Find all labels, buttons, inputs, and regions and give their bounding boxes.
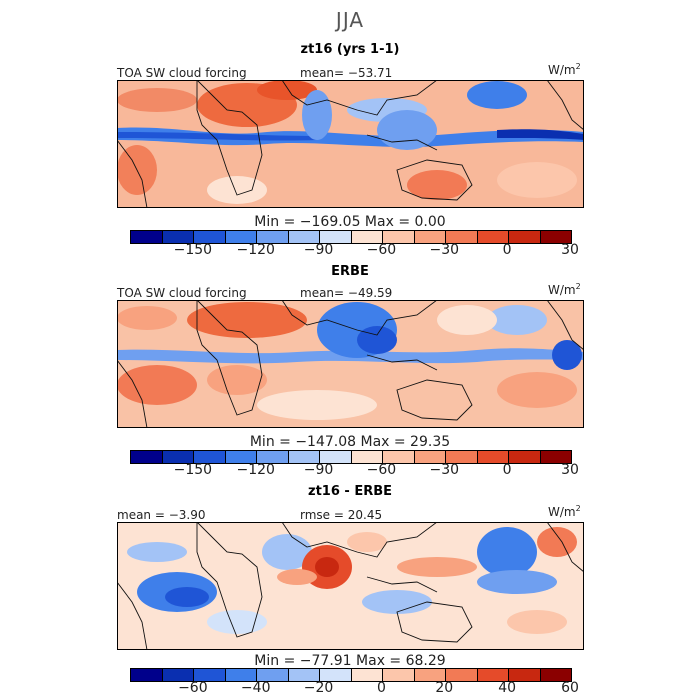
- panel-1-left-label: TOA SW cloud forcing: [117, 66, 247, 80]
- colorbar-tick-label: −150: [173, 462, 213, 478]
- colorbar-swatch: [320, 451, 352, 463]
- colorbar-swatch: [320, 669, 352, 681]
- colorbar-swatch: [540, 231, 571, 243]
- colorbar-swatch: [225, 669, 257, 681]
- colorbar-swatch: [383, 669, 415, 681]
- panel-1-colorbar: [130, 230, 572, 244]
- colorbar-tick-label: 20: [435, 680, 454, 696]
- colorbar-swatch: [288, 669, 320, 681]
- colorbar-swatch: [288, 451, 320, 463]
- colorbar-tick-label: 0: [376, 680, 386, 696]
- colorbar-tick-label: 30: [561, 242, 579, 258]
- colorbar-swatch: [257, 669, 289, 681]
- colorbar-swatch: [131, 451, 163, 463]
- colorbar-swatch: [540, 669, 571, 681]
- colorbar-tick-label: −20: [303, 680, 334, 696]
- panel-3-unit: W/m2: [548, 504, 581, 519]
- colorbar-tick-label: −30: [429, 462, 460, 478]
- colorbar-swatch: [320, 231, 352, 243]
- colorbar-swatch: [194, 669, 226, 681]
- colorbar-tick-label: 40: [498, 680, 517, 696]
- colorbar-swatch: [257, 451, 289, 463]
- colorbar-swatch: [414, 231, 446, 243]
- colorbar-tick-label: −30: [429, 242, 460, 258]
- panel-1-unit: W/m2: [548, 62, 581, 77]
- colorbar-swatch: [162, 231, 194, 243]
- panel-2-mean-label: mean= −49.59: [300, 286, 393, 300]
- colorbar-tick-label: 0: [502, 462, 512, 478]
- panel-2-colorbar: [130, 450, 572, 464]
- colorbar-tick-label: −120: [236, 462, 275, 478]
- colorbar-swatch: [162, 669, 194, 681]
- colorbar-swatch: [477, 669, 509, 681]
- colorbar-swatch: [257, 231, 289, 243]
- colorbar-swatch: [131, 669, 163, 681]
- colorbar-swatch: [446, 451, 478, 463]
- panel-3-minmax: Min = −77.91 Max = 68.29: [254, 653, 446, 669]
- colorbar-tick-label: −60: [366, 242, 397, 258]
- colorbar-swatch: [351, 231, 383, 243]
- colorbar-tick-label: −60: [366, 462, 397, 478]
- panel-1-title: zt16 (yrs 1-1): [300, 42, 400, 57]
- colorbar-swatch: [194, 451, 226, 463]
- colorbar-swatch: [414, 451, 446, 463]
- panel-1-minmax: Min = −169.05 Max = 0.00: [254, 214, 446, 230]
- colorbar-swatch: [194, 231, 226, 243]
- colorbar-swatch: [162, 451, 194, 463]
- colorbar-tick-label: −120: [236, 242, 275, 258]
- panel-3-title: zt16 - ERBE: [308, 484, 392, 499]
- colorbar-tick-label: −40: [240, 680, 271, 696]
- panel-2-left-label: TOA SW cloud forcing: [117, 286, 247, 300]
- colorbar-swatch: [383, 231, 415, 243]
- season-title: JJA: [335, 8, 365, 32]
- colorbar-swatch: [383, 451, 415, 463]
- panel-1-map: [117, 80, 584, 208]
- colorbar-tick-label: −90: [303, 462, 334, 478]
- colorbar-swatch: [446, 231, 478, 243]
- colorbar-swatch: [288, 231, 320, 243]
- colorbar-swatch: [477, 451, 509, 463]
- panel-3-colorbar: [130, 668, 572, 682]
- panel-1-mean-label: mean= −53.71: [300, 66, 393, 80]
- colorbar-tick-label: 30: [561, 462, 579, 478]
- colorbar-swatch: [131, 231, 163, 243]
- colorbar-tick-label: −60: [178, 680, 208, 696]
- colorbar-tick-label: −150: [173, 242, 213, 258]
- colorbar-swatch: [225, 231, 257, 243]
- colorbar-swatch: [414, 669, 446, 681]
- colorbar-swatch: [446, 669, 478, 681]
- colorbar-swatch: [509, 669, 541, 681]
- panel-3-map: [117, 522, 584, 650]
- colorbar-swatch: [351, 451, 383, 463]
- colorbar-swatch: [351, 669, 383, 681]
- panel-2-map: [117, 300, 584, 428]
- colorbar-swatch: [225, 451, 257, 463]
- panel-2-minmax: Min = −147.08 Max = 29.35: [249, 434, 451, 450]
- colorbar-tick-label: 0: [502, 242, 512, 258]
- colorbar-tick-label: 60: [561, 680, 579, 696]
- colorbar-swatch: [509, 451, 541, 463]
- colorbar-swatch: [509, 231, 541, 243]
- panel-3-mean-label: mean = −3.90: [117, 508, 206, 522]
- colorbar-swatch: [540, 451, 571, 463]
- panel-3-rmse-label: rmse = 20.45: [300, 508, 383, 522]
- colorbar-tick-label: −90: [303, 242, 334, 258]
- colorbar-swatch: [477, 231, 509, 243]
- panel-2-title: ERBE: [331, 264, 369, 279]
- panel-2-unit: W/m2: [548, 282, 581, 297]
